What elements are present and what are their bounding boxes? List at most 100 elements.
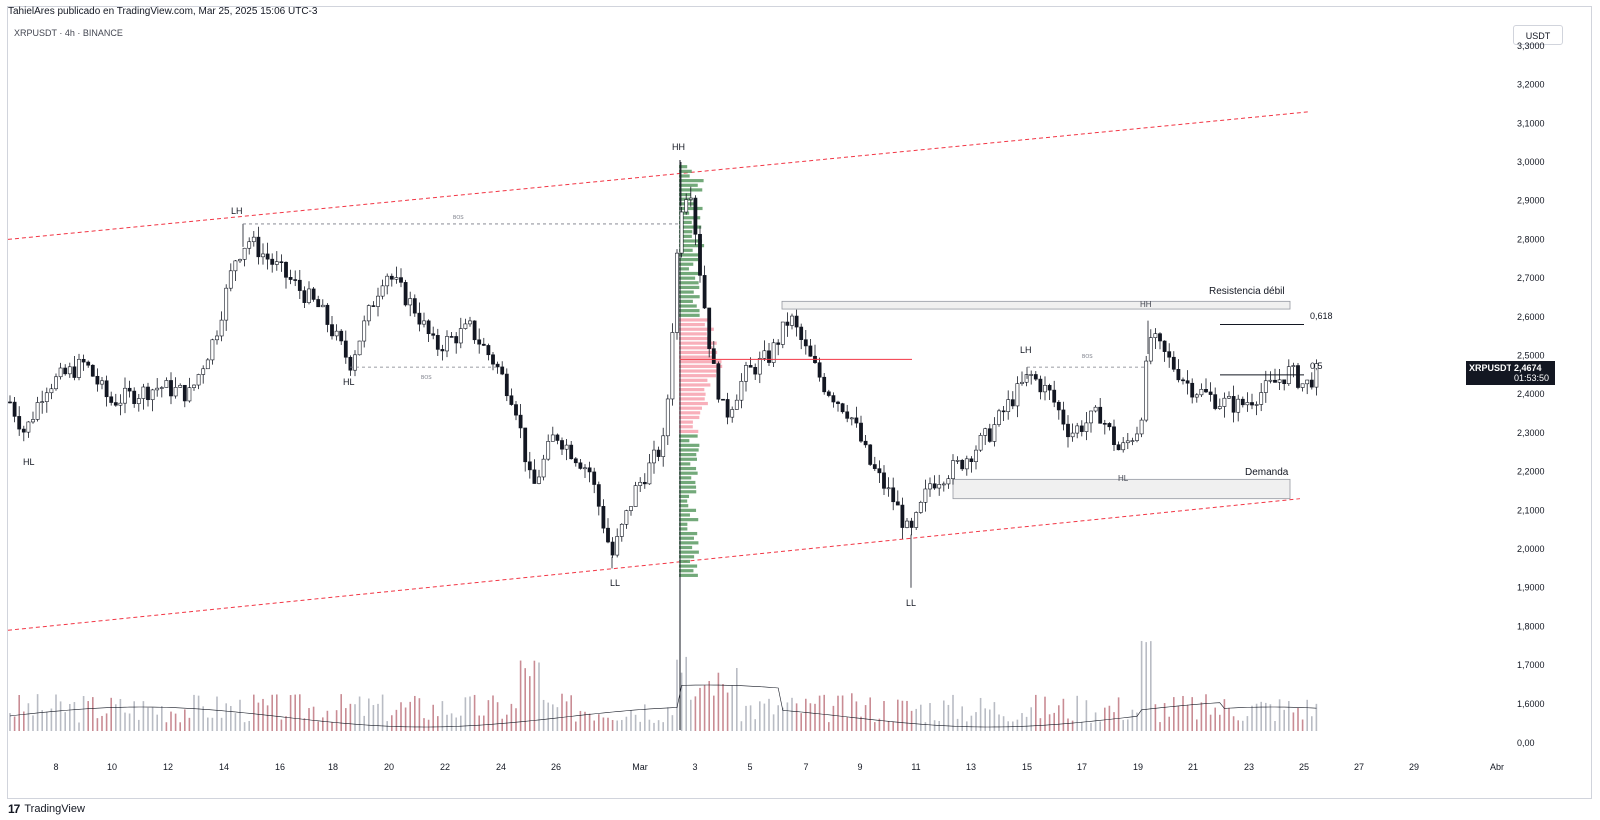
- candle-body: [481, 343, 486, 346]
- candle-body: [380, 285, 385, 297]
- candle-body: [656, 449, 661, 457]
- fib-05-label: 0,5: [1310, 361, 1323, 371]
- volume-bar: [239, 699, 241, 731]
- candle-body: [771, 342, 776, 363]
- symbol-legend[interactable]: XRPUSDT · 4h · BINANCE: [14, 28, 123, 38]
- volume-bar: [1283, 709, 1285, 731]
- profile-bar: [679, 299, 693, 303]
- candle-body: [1089, 410, 1093, 424]
- volume-bar: [308, 708, 310, 731]
- volume-bar: [110, 697, 112, 731]
- candle-body: [422, 320, 426, 325]
- profile-bar: [679, 545, 693, 550]
- volume-bar: [588, 713, 591, 731]
- volume-bar: [335, 710, 338, 731]
- time-tick-label: 25: [1299, 762, 1309, 772]
- volume-bar: [455, 717, 457, 731]
- volume-bar: [248, 720, 250, 731]
- volume-bar: [427, 719, 430, 731]
- volume-bar: [607, 717, 609, 731]
- candle-body: [169, 380, 173, 397]
- volume-bar: [464, 697, 467, 731]
- volume-bar: [699, 687, 701, 731]
- volume-bar: [1311, 716, 1313, 731]
- candle-body: [923, 488, 928, 503]
- resistance-zone[interactable]: [781, 300, 1291, 310]
- candle-body: [978, 435, 983, 451]
- candle-body: [569, 444, 574, 460]
- profile-bar: [679, 225, 702, 229]
- volume-bar: [897, 699, 899, 731]
- profile-bar: [679, 285, 700, 290]
- profile-bar: [679, 360, 722, 364]
- profile-bar: [679, 490, 697, 494]
- volume-bar: [225, 703, 227, 731]
- candle-body: [1291, 365, 1296, 367]
- price-tick-label: 2,5000: [1517, 351, 1545, 361]
- candle-body: [256, 236, 261, 258]
- volume-bar: [409, 701, 411, 731]
- candle-body: [146, 386, 150, 401]
- candle-body: [150, 389, 155, 401]
- candle-body: [1263, 380, 1268, 393]
- profile-bar: [679, 341, 717, 345]
- candle-body: [504, 373, 509, 397]
- candle-body: [182, 384, 187, 402]
- candle-body: [1015, 383, 1020, 407]
- candle-body: [849, 417, 854, 420]
- candle-body: [17, 416, 22, 430]
- volume-bar: [800, 713, 802, 731]
- candle-body: [219, 319, 224, 337]
- profile-bar: [679, 309, 700, 313]
- volume-bar: [1186, 704, 1189, 731]
- volume-bar: [289, 695, 292, 731]
- candle-body: [1038, 378, 1043, 393]
- volume-bar: [956, 718, 959, 731]
- volume-bar: [1255, 703, 1258, 731]
- candle-body: [408, 298, 413, 306]
- profile-bar: [679, 276, 696, 280]
- volume-bar: [786, 702, 789, 731]
- upper-channel-line[interactable]: [7, 111, 1311, 240]
- currency-button[interactable]: USDT: [1513, 25, 1563, 45]
- profile-bar: [679, 374, 716, 378]
- profile-bar: [679, 313, 700, 317]
- candle-body: [601, 506, 606, 529]
- candle-body: [642, 481, 647, 485]
- volume-bar: [59, 701, 62, 731]
- last-price-value: 2,4674 01:53:50: [1511, 361, 1555, 385]
- time-tick-label: 24: [496, 762, 506, 772]
- volume-bar: [1269, 704, 1272, 731]
- profile-bar: [679, 457, 697, 461]
- candle-body: [826, 391, 831, 396]
- candle-body: [1194, 394, 1199, 398]
- lower-channel-line[interactable]: [7, 498, 1301, 631]
- profile-bar: [679, 559, 691, 564]
- profile-bar: [679, 448, 699, 452]
- volume-bar: [1062, 698, 1065, 731]
- candle-body: [537, 476, 541, 484]
- tradingview-logo[interactable]: 17 TradingView: [8, 801, 85, 817]
- profile-bar: [679, 318, 712, 322]
- candle-body: [118, 402, 123, 406]
- candle-body: [987, 428, 992, 442]
- volume-bar: [598, 714, 600, 731]
- profile-bar: [679, 392, 706, 396]
- candle-body: [325, 304, 330, 325]
- volume-bar: [1288, 701, 1290, 731]
- candle-body: [435, 335, 440, 350]
- profile-bar: [679, 504, 689, 508]
- profile-bar: [679, 336, 710, 341]
- volume-bar: [584, 711, 586, 731]
- candle-body: [969, 458, 974, 463]
- hl-zone-label: HL: [1118, 474, 1129, 483]
- volume-bar: [1081, 722, 1083, 731]
- candle-body: [836, 401, 840, 404]
- demand-zone[interactable]: [952, 478, 1291, 500]
- candle-body: [532, 469, 537, 484]
- volume-bar: [952, 694, 954, 731]
- candle-body: [716, 363, 721, 400]
- chart-frame: [7, 6, 1592, 799]
- candle-body: [509, 395, 514, 405]
